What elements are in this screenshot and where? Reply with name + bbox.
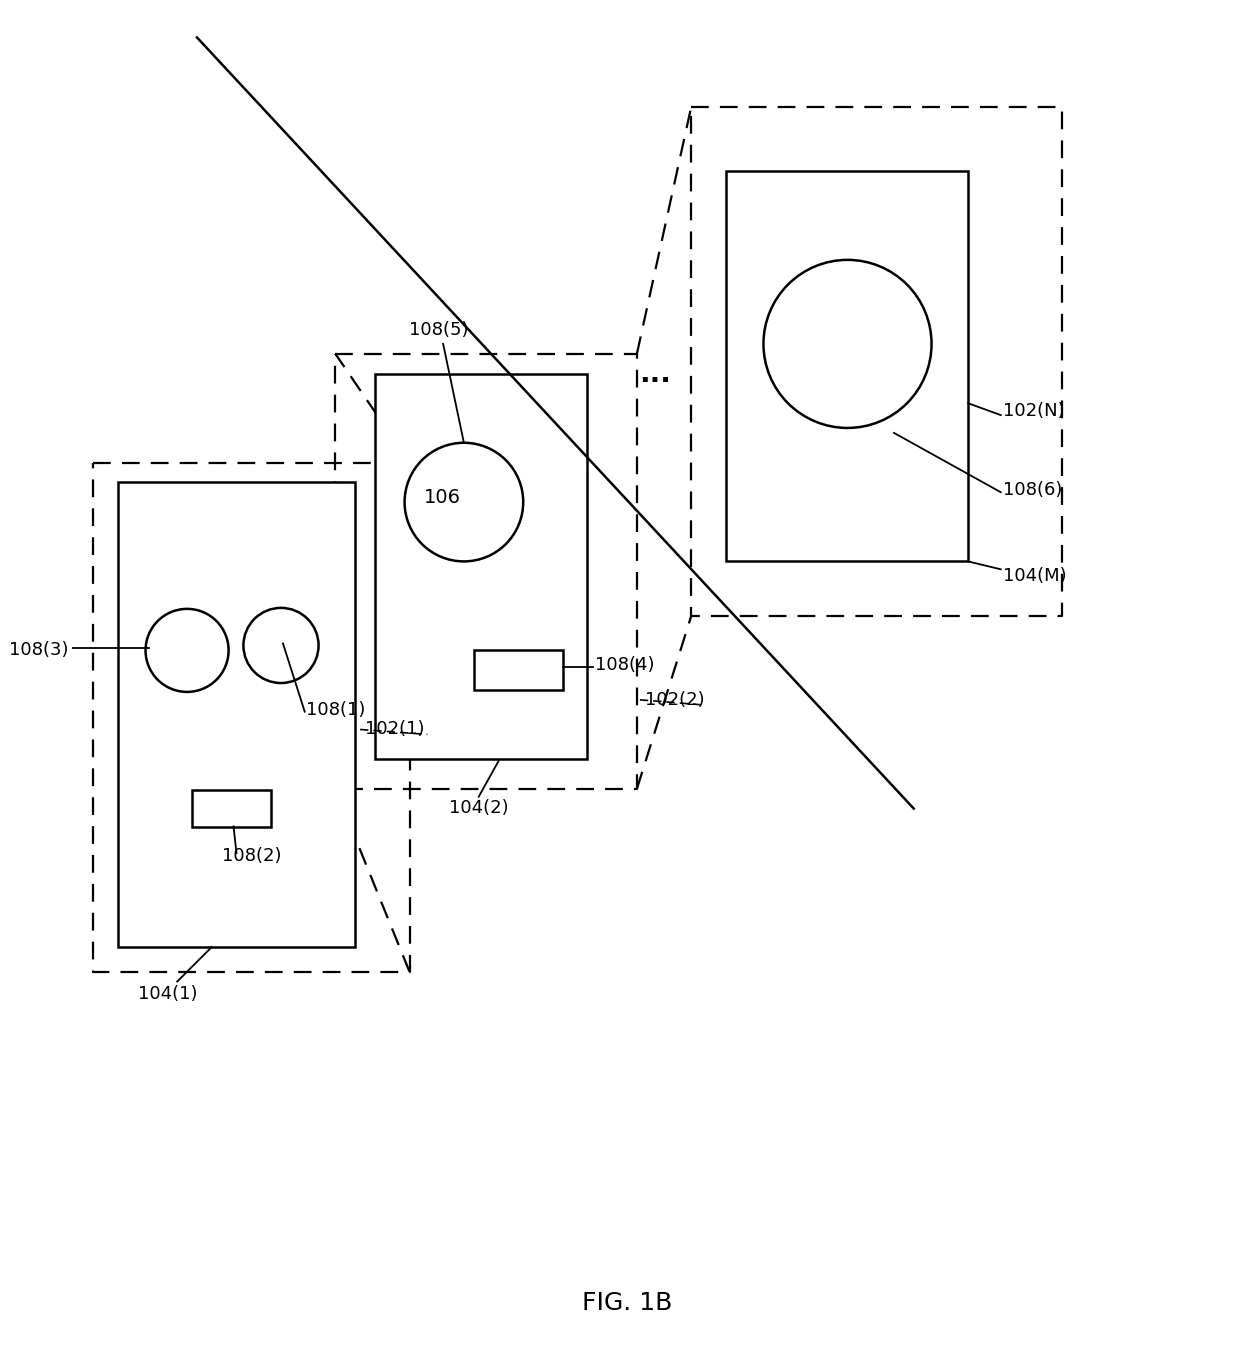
Bar: [192, 790, 272, 827]
Polygon shape: [118, 482, 355, 947]
Polygon shape: [725, 171, 968, 561]
Text: 104(2): 104(2): [449, 798, 508, 817]
Text: 108(6): 108(6): [1003, 482, 1063, 500]
Ellipse shape: [764, 260, 931, 428]
Text: FIG. 1B: FIG. 1B: [582, 1291, 672, 1314]
Text: 108(1): 108(1): [306, 701, 365, 719]
Text: 106: 106: [424, 487, 461, 507]
Ellipse shape: [243, 608, 319, 683]
Text: 102(1): 102(1): [365, 720, 424, 738]
Text: ...: ...: [639, 360, 671, 387]
Polygon shape: [374, 374, 588, 760]
Text: 108(3): 108(3): [9, 642, 68, 660]
Text: 102(N): 102(N): [1003, 402, 1064, 420]
Text: 102(2): 102(2): [645, 691, 704, 709]
Text: 108(2): 108(2): [222, 847, 281, 865]
Ellipse shape: [404, 442, 523, 561]
Text: 108(4): 108(4): [595, 656, 655, 674]
Text: 108(5): 108(5): [409, 320, 469, 340]
Bar: [474, 650, 563, 690]
Ellipse shape: [145, 609, 228, 691]
Text: 104(M): 104(M): [1003, 567, 1066, 586]
Text: 104(1): 104(1): [138, 984, 197, 1002]
